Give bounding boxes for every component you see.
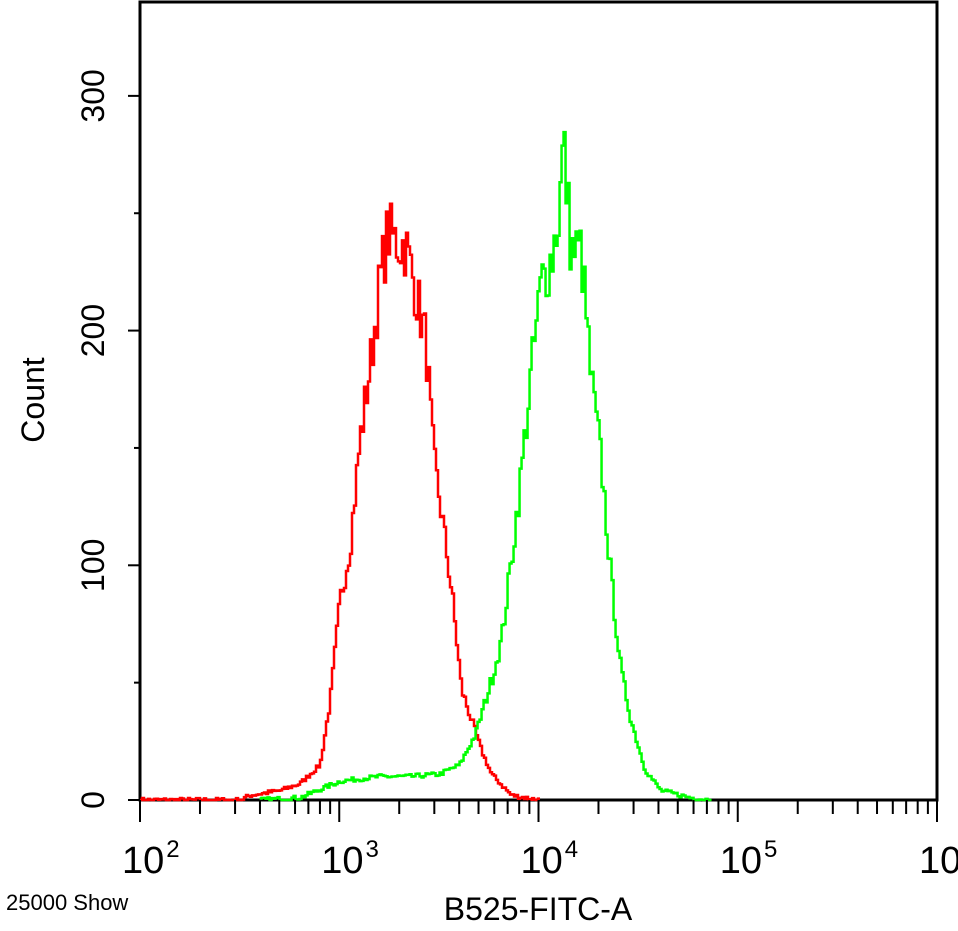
x-axis-title: B525-FITC-A — [444, 891, 633, 927]
series-stained-line — [259, 130, 712, 802]
y-axis-title: Count — [15, 357, 51, 443]
tick-layer: 102 103 104 105 106 0 100 200 300 — [75, 69, 958, 882]
y-tick-label: 300 — [75, 69, 111, 122]
y-tick-label: 100 — [75, 539, 111, 592]
x-tick-label: 105 — [720, 836, 778, 882]
series-layer — [140, 130, 712, 802]
plot-frame — [138, 0, 939, 802]
series-control-line — [140, 202, 540, 802]
x-tick-label: 104 — [521, 836, 579, 882]
y-tick-label: 0 — [75, 791, 111, 809]
event-count-note: 25000 Show — [6, 890, 128, 915]
x-tick-label: 106 — [919, 836, 958, 882]
x-tick-label: 103 — [321, 836, 379, 882]
y-tick-label: 200 — [75, 304, 111, 357]
x-tick-label: 102 — [122, 836, 180, 882]
